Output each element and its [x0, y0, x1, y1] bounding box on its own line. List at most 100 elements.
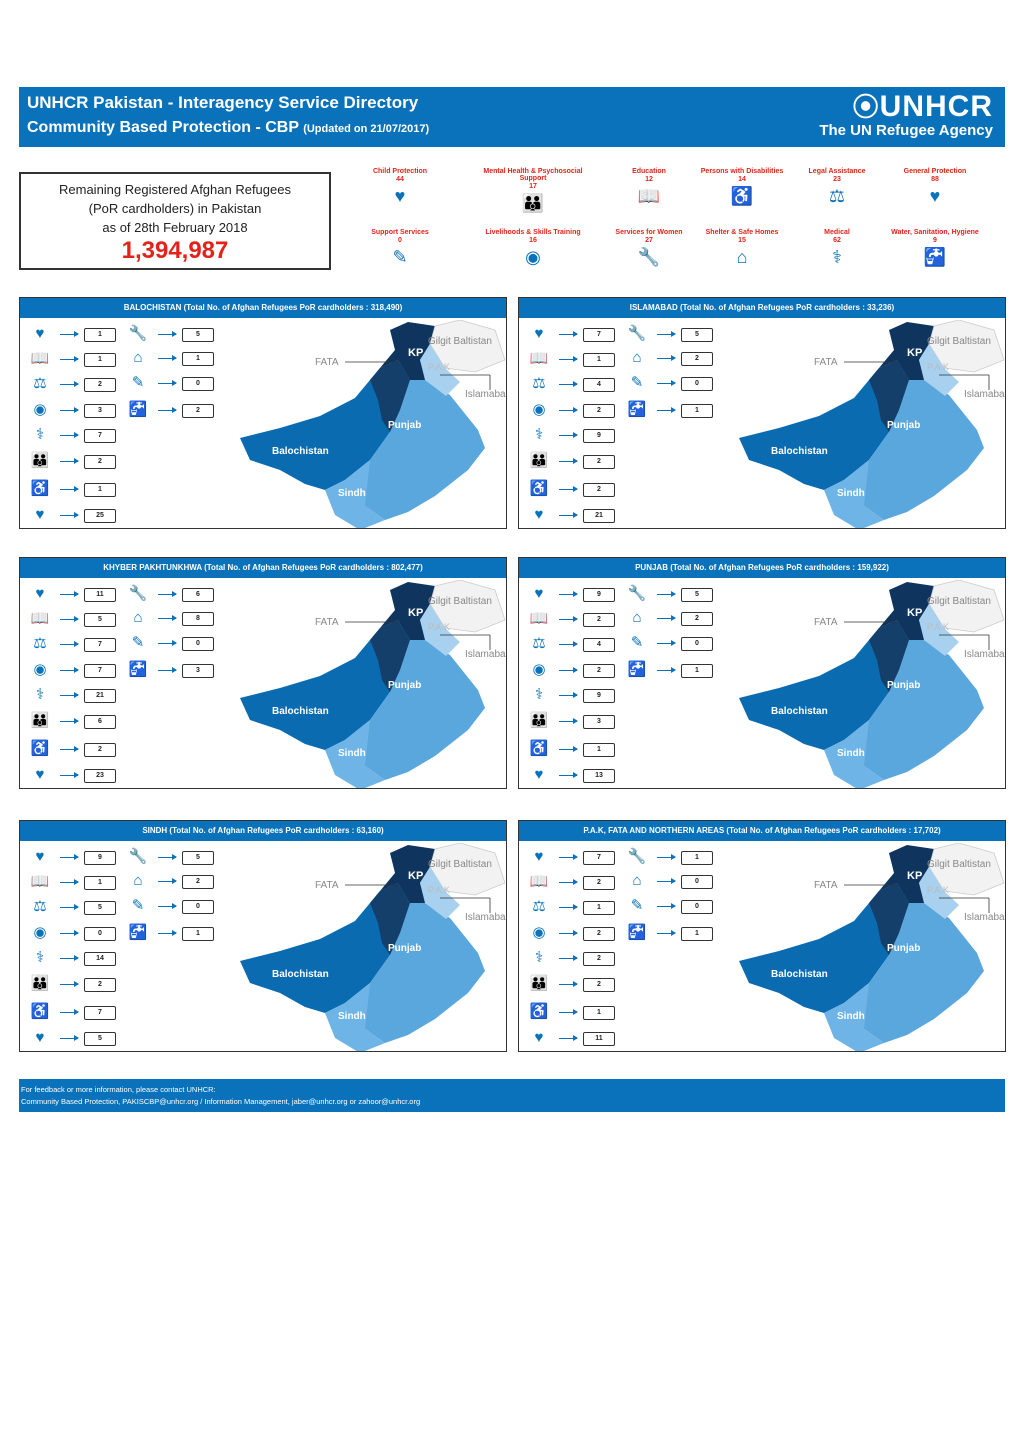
map-label-isl: Islamabad [465, 649, 507, 660]
service-count-box: 2 [182, 875, 214, 889]
mental-health-icon: 👪 [529, 452, 549, 469]
service-count-box: 5 [681, 588, 713, 602]
service-name: Persons with Disabilities [700, 168, 784, 175]
arrow-icon [559, 616, 578, 622]
stat-value: 1,394,987 [121, 237, 229, 264]
map-label-fata: FATA [814, 880, 838, 891]
arrow-icon [559, 718, 578, 724]
support-icon: ✎ [131, 374, 145, 391]
arrow-icon [60, 904, 79, 910]
map-label-pun: Punjab [887, 943, 920, 954]
service-count: 17 [529, 183, 537, 190]
support-icon: ✎ [630, 897, 644, 914]
service-count-box: 7 [583, 851, 615, 865]
map-label-kp: KP [408, 347, 423, 359]
arrow-icon [158, 380, 177, 386]
header-banner: UNHCR Pakistan - Interagency Service Dir… [19, 87, 1005, 147]
education-icon: 📖 [637, 186, 661, 206]
arrow-icon [60, 486, 79, 492]
arrow-icon [559, 458, 578, 464]
livelihoods-icon: ◉ [525, 247, 541, 267]
service-count-box: 1 [182, 352, 214, 366]
arrow-icon [657, 640, 676, 646]
service-count: 0 [398, 237, 402, 244]
map-label-pak: P.A.K [428, 885, 450, 895]
women-services-icon: 🔧 [128, 325, 148, 342]
child-protection-icon: ♥ [534, 848, 544, 865]
service-count-box: 9 [583, 689, 615, 703]
map-label-pun: Punjab [887, 680, 920, 691]
medical-icon: ⚕ [534, 686, 544, 703]
service-count-box: 5 [84, 901, 116, 915]
arrow-icon [657, 331, 676, 337]
map-label-kp: KP [907, 347, 922, 359]
map-label-isl: Islamabad [964, 912, 1006, 923]
arrow-icon [60, 746, 79, 752]
disability-icon: ♿ [730, 186, 754, 206]
map-label-pun: Punjab [388, 420, 421, 431]
map-label-fata: FATA [814, 617, 838, 628]
arrow-icon [559, 407, 578, 413]
arrow-icon [60, 718, 79, 724]
service-women-services: Services for Women 27 🔧 [594, 229, 704, 268]
stat-line-3: as of 28th February 2018 [102, 220, 248, 235]
service-count-box: 0 [84, 927, 116, 941]
arrow-icon [60, 458, 79, 464]
women-services-icon: 🔧 [128, 585, 148, 602]
pakistan-map: Gilgit Baltistan KP FATA P.A.K Islamabad… [739, 320, 1005, 528]
service-count-box: 21 [583, 509, 615, 523]
service-name: Water, Sanitation, Hygiene [891, 229, 979, 236]
map-label-gb: Gilgit Baltistan [927, 336, 991, 347]
support-icon: ✎ [630, 634, 644, 651]
service-count-box: 5 [681, 328, 713, 342]
arrow-icon [60, 356, 79, 362]
service-support: Support Services 0 ✎ [345, 229, 455, 268]
arrow-icon [657, 667, 676, 673]
service-education: Education 12 📖 [594, 168, 704, 207]
service-count-box: 0 [681, 377, 713, 391]
shelter-icon: ⌂ [133, 872, 143, 889]
service-count-box: 23 [84, 769, 116, 783]
refugee-stat-box: Remaining Registered Afghan Refugees (Po… [19, 172, 331, 270]
livelihoods-icon: ◉ [33, 661, 47, 678]
arrow-icon [158, 407, 177, 413]
medical-icon: ⚕ [35, 949, 45, 966]
panel-title: KHYBER PAKHTUNKHWA (Total No. of Afghan … [20, 558, 506, 578]
service-name: Services for Women [615, 229, 683, 236]
service-count-box: 7 [84, 638, 116, 652]
province-panel: KHYBER PAKHTUNKHWA (Total No. of Afghan … [19, 557, 507, 789]
arrow-icon [559, 772, 578, 778]
page-subtitle: Community Based Protection - CBP (Update… [27, 119, 429, 137]
shelter-icon: ⌂ [632, 349, 642, 366]
arrow-icon [657, 878, 676, 884]
panel-title: P.A.K, FATA AND NORTHERN AREAS (Total No… [519, 821, 1005, 841]
arrow-icon [559, 356, 578, 362]
service-count: 62 [833, 237, 841, 244]
arrow-icon [158, 615, 177, 621]
map-label-pun: Punjab [388, 680, 421, 691]
arrow-icon [657, 355, 676, 361]
arrow-icon [657, 407, 676, 413]
service-count-box: 0 [681, 900, 713, 914]
arrow-icon [60, 692, 79, 698]
arrow-icon [60, 930, 79, 936]
livelihoods-icon: ◉ [532, 661, 546, 678]
service-count-box: 2 [84, 378, 116, 392]
map-label-sin: Sindh [338, 1011, 366, 1022]
disability-icon: ♿ [30, 480, 50, 497]
service-count-box: 1 [583, 353, 615, 367]
service-medical: Medical 62 ⚕ [782, 229, 892, 268]
wash-icon: 🚰 [627, 924, 647, 941]
map-label-fata: FATA [315, 357, 339, 368]
women-services-icon: 🔧 [637, 247, 661, 267]
legal-icon: ⚖ [33, 898, 47, 915]
service-mental-health: Mental Health & Psychosocial Support 17 👪 [478, 168, 588, 214]
education-icon: 📖 [30, 350, 50, 367]
education-icon: 📖 [30, 873, 50, 890]
map-label-bal: Balochistan [771, 706, 828, 717]
mental-health-icon: 👪 [30, 712, 50, 729]
medical-icon: ⚕ [534, 949, 544, 966]
pakistan-map: Gilgit Baltistan KP FATA P.A.K Islamabad… [739, 843, 1006, 1051]
child-protection-icon: ♥ [35, 325, 45, 342]
arrow-icon [657, 615, 676, 621]
